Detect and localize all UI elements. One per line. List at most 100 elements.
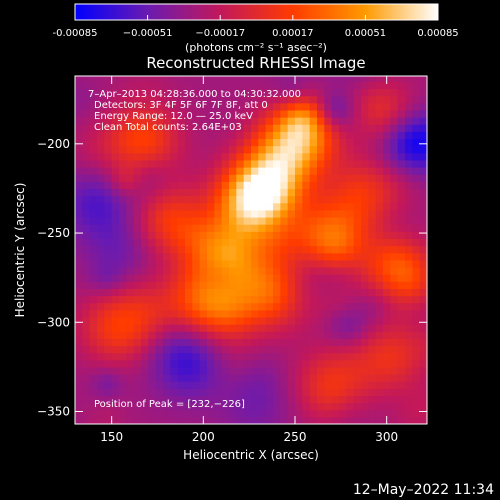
heatmap-cell [375,381,384,389]
heatmap-cell [383,324,391,332]
heatmap-cell [207,159,215,168]
heatmap-cell [229,352,237,361]
heatmap-cell [236,345,245,354]
heatmap-cell [280,88,289,97]
heatmap-cell [295,374,303,382]
heatmap-cell [89,238,98,247]
heatmap-cell [405,138,413,147]
heatmap-cell [258,81,267,90]
heatmap-cell [280,117,289,125]
heatmap-cell [163,409,171,418]
heatmap-cell [170,281,179,289]
heatmap-cell [309,231,318,239]
heatmap-cell [199,209,208,218]
heatmap-cell [192,95,201,104]
heatmap-cell [412,81,421,90]
heatmap-cell [346,131,355,140]
heatmap-cell [221,81,230,90]
heatmap-cell [214,102,223,111]
heatmap-cell [163,331,171,339]
heatmap-cell [192,209,201,218]
heatmap-cell [302,195,311,204]
heatmap-cell [295,331,303,339]
heatmap-cell [214,416,223,424]
heatmap-cell [221,224,230,232]
heatmap-cell [185,266,193,275]
heatmap-cell [324,167,333,175]
heatmap-cell [199,102,208,111]
heatmap-cell [199,359,208,368]
heatmap-cell [192,366,201,375]
heatmap-cell [324,309,333,318]
heatmap-cell [324,76,333,82]
heatmap-cell [265,181,274,190]
heatmap-cell [346,252,355,261]
heatmap-cell [163,245,171,254]
heatmap-cell [412,145,421,154]
heatmap-cell [207,224,215,232]
heatmap-cell [126,117,135,125]
heatmap-cell [339,324,347,332]
heatmap-cell [155,402,164,411]
heatmap-cell [89,138,98,147]
heatmap-cell [199,302,208,311]
heatmap-cell [405,159,413,168]
heatmap-cell [207,216,215,225]
heatmap-cell [97,209,105,218]
heatmap-cell [236,76,245,82]
heatmap-cell [126,345,135,354]
heatmap-cell [97,152,105,161]
heatmap-cell [346,352,355,361]
heatmap-cell [133,216,142,225]
heatmap-cell [177,209,186,218]
heatmap-cell [280,274,289,282]
heatmap-cell [287,409,296,418]
heatmap-cell [163,302,171,311]
heatmap-cell [317,238,325,247]
heatmap-cell [280,266,289,275]
heatmap-cell [236,124,245,132]
heatmap-cell [243,145,252,154]
heatmap-cell [331,316,340,325]
heatmap-cell [243,259,252,268]
heatmap-cell [405,402,413,411]
heatmap-cell [258,409,267,418]
heatmap-cell [419,388,427,397]
heatmap-cell [412,124,421,132]
heatmap-cell [412,324,421,332]
heatmap-cell [375,181,384,190]
heatmap-cell [309,152,318,161]
heatmap-cell [412,331,421,339]
heatmap-cell [419,381,427,389]
heatmap-cell [397,259,406,268]
heatmap-cell [236,416,245,424]
heatmap-cell [302,295,311,304]
heatmap-cell [309,288,318,297]
heatmap-cell [163,216,171,225]
heatmap-cell [339,381,347,389]
heatmap-cell [133,252,142,261]
heatmap-cell [339,388,347,397]
heatmap-cell [273,316,281,325]
heatmap-cell [126,274,135,282]
heatmap-cell [229,295,237,304]
heatmap-cell [346,409,355,418]
heatmap-cell [265,224,274,232]
heatmap-cell [353,245,362,254]
heatmap-cell [346,309,355,318]
heatmap-cell [346,195,355,204]
heatmap-cell [243,374,252,382]
heatmap-cell [75,138,83,147]
heatmap-cell [170,245,179,254]
heatmap-cell [324,231,333,239]
heatmap-cell [104,81,113,90]
heatmap-cell [185,174,193,182]
heatmap-cell [229,359,237,368]
heatmap-cell [258,152,267,161]
heatmap-cell [185,138,193,147]
heatmap-cell [273,409,281,418]
heatmap-cell [258,245,267,254]
heatmap-cell [375,316,384,325]
heatmap-cell [412,109,421,118]
heatmap-cell [375,81,384,90]
